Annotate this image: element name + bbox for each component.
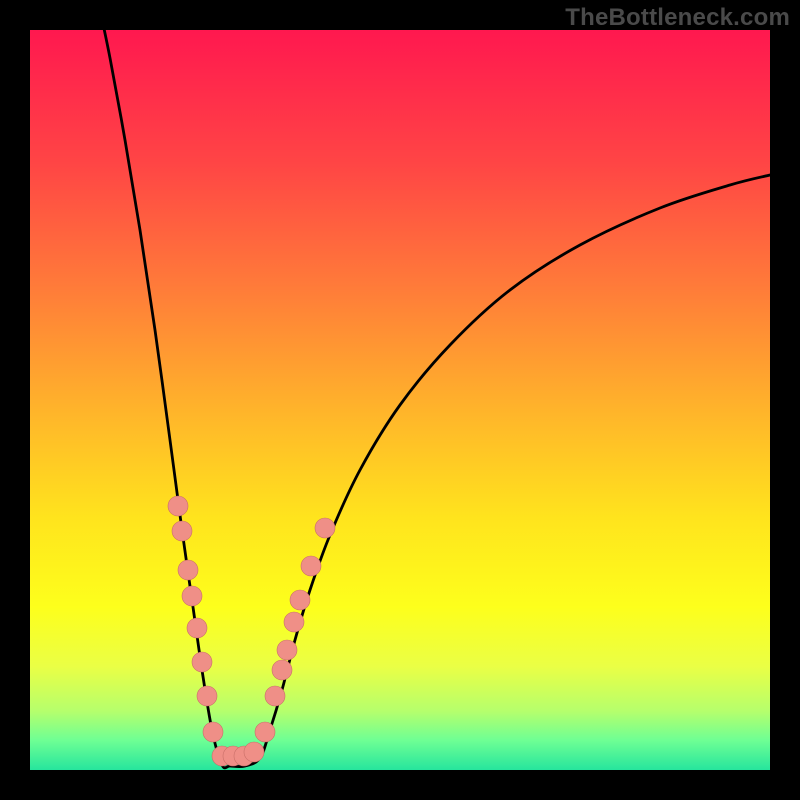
- data-marker: [284, 612, 304, 632]
- plot-area: [30, 30, 770, 770]
- data-marker: [244, 742, 264, 762]
- data-marker: [265, 686, 285, 706]
- gradient-background: [30, 30, 770, 770]
- data-marker: [187, 618, 207, 638]
- data-marker: [255, 722, 275, 742]
- data-marker: [182, 586, 202, 606]
- data-marker: [301, 556, 321, 576]
- data-marker: [272, 660, 292, 680]
- data-marker: [197, 686, 217, 706]
- watermark-text: TheBottleneck.com: [565, 4, 790, 32]
- chart-frame: TheBottleneck.com: [0, 0, 800, 800]
- data-marker: [192, 652, 212, 672]
- chart-svg: [30, 30, 770, 770]
- data-marker: [168, 496, 188, 516]
- data-marker: [277, 640, 297, 660]
- data-marker: [315, 518, 335, 538]
- data-marker: [290, 590, 310, 610]
- data-marker: [172, 521, 192, 541]
- data-marker: [178, 560, 198, 580]
- data-marker: [203, 722, 223, 742]
